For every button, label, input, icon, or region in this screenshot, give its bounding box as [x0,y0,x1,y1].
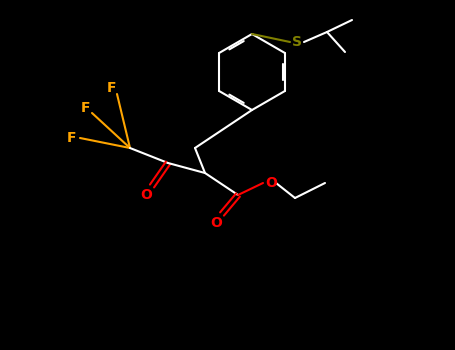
Text: F: F [107,81,117,95]
Text: F: F [80,101,90,115]
Text: O: O [265,176,277,190]
Text: S: S [292,35,302,49]
Text: O: O [210,216,222,230]
Text: O: O [140,188,152,202]
Text: F: F [67,131,77,145]
